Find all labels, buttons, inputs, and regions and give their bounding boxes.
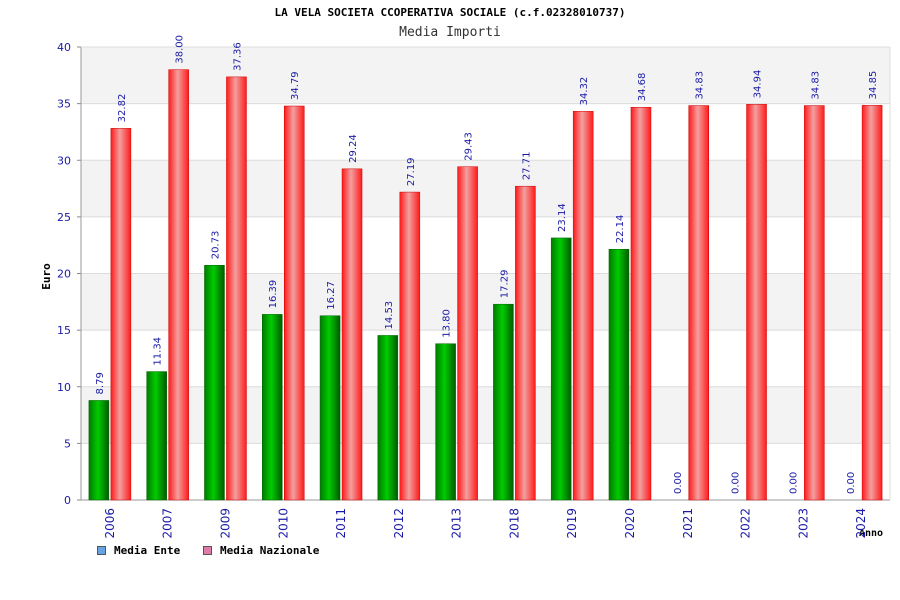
bar-label-media-nazionale: 34.79 bbox=[290, 71, 301, 100]
legend-label-media-nazionale: Media Nazionale bbox=[220, 544, 320, 557]
y-tick-label: 5 bbox=[64, 437, 71, 450]
x-tick-label: 2010 bbox=[276, 508, 290, 539]
bar-label-media-ente: 23.14 bbox=[557, 203, 568, 232]
grid-band bbox=[81, 443, 890, 500]
legend-label-media-ente: Media Ente bbox=[114, 544, 181, 557]
x-tick-label: 2023 bbox=[796, 508, 810, 539]
bar-label-media-nazionale: 29.24 bbox=[348, 134, 359, 163]
bar-media-ente bbox=[377, 335, 399, 501]
bar-label-media-nazionale: 27.71 bbox=[521, 152, 532, 181]
grid-band bbox=[81, 103, 890, 161]
bar-label-media-nazionale: 34.32 bbox=[579, 77, 590, 106]
grid-band bbox=[81, 216, 890, 274]
y-tick-label: 15 bbox=[57, 324, 71, 337]
bar-label-media-nazionale: 34.83 bbox=[810, 71, 821, 100]
bar-label-media-nazionale: 37.36 bbox=[232, 42, 243, 71]
bar-label-media-ente: 20.73 bbox=[210, 231, 221, 260]
bar-media-nazionale bbox=[630, 106, 652, 501]
x-tick-label: 2019 bbox=[565, 508, 579, 539]
bar-media-nazionale bbox=[341, 168, 363, 501]
x-tick-label: 2012 bbox=[392, 508, 406, 539]
bar-media-ente bbox=[550, 237, 572, 501]
grid-band bbox=[81, 47, 890, 104]
grid-band bbox=[81, 386, 890, 444]
legend-swatch-media-ente bbox=[97, 546, 106, 555]
grid-band bbox=[81, 273, 890, 331]
x-tick-label: 2024 bbox=[854, 508, 868, 539]
y-tick-label: 20 bbox=[57, 268, 71, 281]
bar-label-media-ente: 17.29 bbox=[499, 270, 510, 299]
bar-label-media-ente: 0.00 bbox=[788, 472, 799, 494]
y-tick-label: 0 bbox=[64, 494, 71, 507]
bar-label-media-nazionale: 34.94 bbox=[753, 70, 764, 99]
x-tick-label: 2009 bbox=[218, 508, 232, 539]
grid-band bbox=[81, 330, 890, 387]
bar-label-media-ente: 0.00 bbox=[731, 472, 742, 494]
bar-media-ente bbox=[608, 249, 630, 501]
legend-swatch-media-nazionale bbox=[203, 546, 212, 555]
y-tick-label: 40 bbox=[57, 41, 71, 54]
x-tick-label: 2022 bbox=[739, 508, 753, 539]
bar-media-ente bbox=[146, 371, 167, 501]
bar-media-ente bbox=[204, 264, 225, 501]
bar-label-media-ente: 0.00 bbox=[673, 472, 684, 494]
bar-media-nazionale bbox=[284, 105, 305, 501]
bar-label-media-nazionale: 34.85 bbox=[868, 71, 879, 100]
bar-media-nazionale bbox=[399, 191, 421, 501]
bar-label-media-ente: 16.27 bbox=[326, 281, 337, 310]
bar-label-media-ente: 14.53 bbox=[384, 301, 395, 330]
bar-label-media-ente: 11.34 bbox=[153, 337, 164, 366]
y-tick-label: 35 bbox=[57, 98, 71, 111]
bar-media-nazionale bbox=[515, 185, 536, 501]
bar-label-media-ente: 13.80 bbox=[442, 309, 453, 338]
bar-label-media-ente: 22.14 bbox=[615, 215, 626, 244]
x-tick-label: 2020 bbox=[623, 508, 637, 539]
bar-media-ente bbox=[493, 303, 514, 501]
bar-label-media-ente: 8.79 bbox=[95, 372, 106, 394]
x-tick-label: 2011 bbox=[334, 508, 348, 539]
bar-media-ente bbox=[319, 315, 341, 501]
bar-media-nazionale bbox=[861, 105, 883, 501]
x-tick-label: 2021 bbox=[681, 508, 695, 539]
y-tick-label: 10 bbox=[57, 381, 71, 394]
bar-label-media-nazionale: 32.82 bbox=[117, 94, 128, 123]
bar-media-nazionale bbox=[226, 76, 247, 501]
x-tick-label: 2018 bbox=[507, 508, 521, 539]
x-tick-label: 2006 bbox=[103, 508, 117, 539]
bar-label-media-nazionale: 27.19 bbox=[406, 157, 417, 186]
bar-label-media-nazionale: 34.68 bbox=[637, 73, 648, 102]
legend-item-media-ente: Media Ente bbox=[97, 544, 180, 557]
bar-media-ente bbox=[262, 314, 283, 501]
x-tick-label: 2013 bbox=[450, 508, 464, 539]
bar-media-nazionale bbox=[168, 69, 189, 501]
y-tick-label: 25 bbox=[57, 211, 71, 224]
bar-media-nazionale bbox=[572, 111, 594, 501]
bar-media-nazionale bbox=[804, 105, 825, 501]
x-axis-label: Anno bbox=[859, 528, 884, 539]
bar-media-ente bbox=[435, 343, 456, 501]
bar-media-nazionale bbox=[746, 104, 767, 501]
bar-label-media-ente: 0.00 bbox=[846, 472, 857, 494]
bar-label-media-nazionale: 34.83 bbox=[695, 71, 706, 100]
x-tick-label: 2007 bbox=[161, 508, 175, 539]
bar-media-nazionale bbox=[688, 105, 709, 501]
bar-label-media-nazionale: 38.00 bbox=[175, 35, 186, 64]
bar-media-ente bbox=[88, 400, 110, 501]
grid-band bbox=[81, 160, 890, 217]
bar-media-nazionale bbox=[110, 128, 132, 501]
chart-subtitle: Media Importi bbox=[399, 25, 501, 40]
bar-media-nazionale bbox=[457, 166, 478, 501]
bar-label-media-nazionale: 29.43 bbox=[464, 132, 475, 161]
chart-title: LA VELA SOCIETA CCOPERATIVA SOCIALE (c.f… bbox=[274, 6, 626, 19]
legend-item-media-nazionale: Media Nazionale bbox=[203, 544, 319, 557]
y-tick-label: 30 bbox=[57, 154, 71, 167]
bar-label-media-ente: 16.39 bbox=[268, 280, 279, 309]
